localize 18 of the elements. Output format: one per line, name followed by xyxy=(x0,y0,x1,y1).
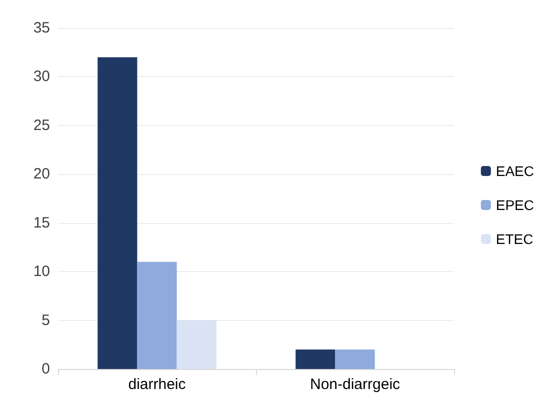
x-tick-label: diarrheic xyxy=(128,376,186,393)
y-tick-label: 35 xyxy=(33,20,50,36)
legend-label: ETEC xyxy=(496,231,534,247)
bar xyxy=(296,350,336,369)
bar xyxy=(335,350,375,369)
bar xyxy=(176,320,216,369)
y-tick-label: 15 xyxy=(33,214,50,232)
y-tick-label: 25 xyxy=(33,116,50,134)
bar xyxy=(98,57,138,369)
y-tick-label: 30 xyxy=(33,68,50,86)
legend-label: EPEC xyxy=(496,197,534,213)
y-tick-label: 5 xyxy=(42,312,50,329)
legend-label: EAEC xyxy=(496,163,534,179)
y-tick-label: 20 xyxy=(33,166,50,183)
y-tick-label: 0 xyxy=(42,360,50,378)
y-tick-label: 10 xyxy=(33,263,50,280)
bar xyxy=(137,262,177,369)
x-tick-label: Non-diarrgeic xyxy=(310,376,401,393)
